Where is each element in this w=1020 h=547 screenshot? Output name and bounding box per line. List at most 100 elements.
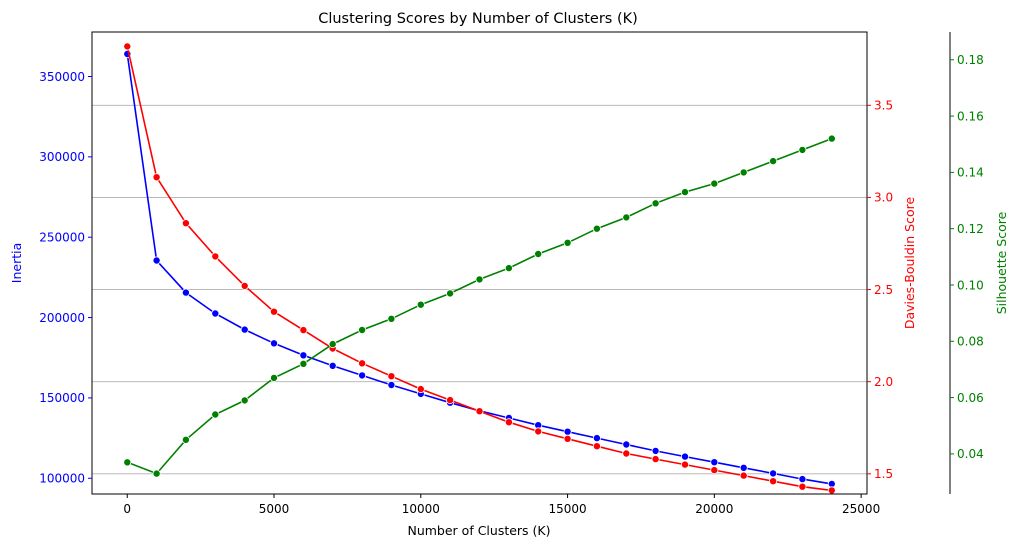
davies-bouldin-axis-label: Davies-Bouldin Score [902,197,917,330]
silhouette-data-point [269,373,278,382]
silhouette-tick-label: 0.06 [957,391,984,405]
x-tick-label: 0 [123,502,131,516]
davies-bouldin-data-point [534,427,543,436]
inertia-data-point [211,309,220,318]
davies-bouldin-tick-label: 2.5 [874,283,893,297]
davies-bouldin-tick-label: 1.5 [874,467,893,481]
inertia-tick-label: 300000 [39,150,85,164]
inertia-tick-label: 100000 [39,472,85,486]
silhouette-data-point [387,314,396,323]
davies-bouldin-data-point [592,442,601,451]
silhouette-data-point [416,300,425,309]
davies-bouldin-data-point [416,385,425,394]
davies-bouldin-tick-label: 2.0 [874,375,893,389]
silhouette-data-point [240,396,249,405]
silhouette-data-point [504,264,513,273]
inertia-data-point [592,434,601,443]
x-tick-label: 10000 [402,502,440,516]
silhouette-tick-label: 0.10 [957,278,984,292]
davies-bouldin-data-point [563,434,572,443]
davies-bouldin-data-point [681,460,690,469]
davies-bouldin-data-point [504,418,513,427]
inertia-tick-label: 250000 [39,231,85,245]
silhouette-data-point [475,275,484,284]
davies-bouldin-data-point [269,307,278,316]
x-tick-label: 20000 [695,502,733,516]
silhouette-data-point [152,469,161,478]
davies-bouldin-data-point [211,252,220,261]
series-layer [123,42,836,495]
silhouette-data-point [123,458,132,467]
inertia-data-point [622,440,631,449]
gridlines [92,104,867,475]
silhouette-data-point [534,249,543,258]
silhouette-tick-label: 0.18 [957,53,984,67]
inertia-series-line [126,53,832,485]
inertia-data-point [739,463,748,472]
inertia-data-point [299,351,308,360]
silhouette-data-point [827,134,836,143]
silhouette-data-point [798,145,807,154]
silhouette-data-point [739,168,748,177]
silhouette-data-point [592,224,601,233]
inertia-tick-label: 200000 [39,311,85,325]
x-tick-label: 5000 [259,502,290,516]
davies-bouldin-data-point [240,281,249,290]
inertia-data-point [798,475,807,484]
silhouette-series-line [127,137,833,475]
silhouette-tick-label: 0.14 [957,166,984,180]
x-axis: 0 5000 10000 15000 20000 25000 [123,494,880,516]
inertia-data-point [328,361,337,370]
davies-bouldin-data-point [622,449,631,458]
silhouette-data-point [328,340,337,349]
x-axis-label: Number of Clusters (K) [407,523,550,538]
davies-bouldin-tick-label: 3.0 [874,191,893,205]
inertia-tick-label: 150000 [39,391,85,405]
inertia-data-point [181,288,190,297]
davies-bouldin-data-point [739,471,748,480]
davies-bouldin-data-point [651,455,660,464]
silhouette-data-point [211,410,220,419]
inertia-data-point [769,469,778,478]
silhouette-data-point [181,435,190,444]
inertia-axis-label: Inertia [9,243,24,283]
davies-bouldin-data-point [123,42,132,51]
silhouette-data-point [710,179,719,188]
inertia-data-point [152,256,161,265]
silhouette-tick-label: 0.16 [957,109,984,123]
inertia-tick-label: 350000 [39,70,85,84]
chart-title: Clustering Scores by Number of Clusters … [318,11,638,27]
silhouette-data-point [299,359,308,368]
silhouette-tick-label: 0.04 [957,447,984,461]
inertia-data-point [563,427,572,436]
davies-bouldin-data-point [299,326,308,335]
inertia-data-point [240,325,249,334]
davies-bouldin-data-point [446,396,455,405]
silhouette-tick-label: 0.12 [957,222,984,236]
x-tick-label: 15000 [548,502,586,516]
silhouette-data-point [769,157,778,166]
davies-bouldin-data-point [152,173,161,182]
silhouette-data-point [446,289,455,298]
davies-bouldin-data-point [798,482,807,491]
x-tick-label: 25000 [842,502,880,516]
inertia-data-point [651,446,660,455]
silhouette-data-point [358,325,367,334]
inertia-data-point [710,458,719,467]
inertia-data-point [269,339,278,348]
inertia-data-point [387,380,396,389]
silhouette-axis-label: Silhouette Score [994,211,1009,314]
davies-bouldin-data-point [181,219,190,228]
inertia-data-point [358,371,367,380]
davies-bouldin-data-point [769,477,778,486]
davies-bouldin-data-point [358,359,367,368]
silhouette-tick-label: 0.08 [957,335,984,349]
silhouette-data-point [651,199,660,208]
davies-bouldin-tick-label: 3.5 [874,99,893,113]
inertia-data-point [681,452,690,461]
davies-bouldin-data-point [387,372,396,381]
y-axes: 100000 150000 200000 250000 300000 350000 1.5 2… [39,53,984,485]
silhouette-data-point [563,238,572,247]
silhouette-data-point [681,188,690,197]
